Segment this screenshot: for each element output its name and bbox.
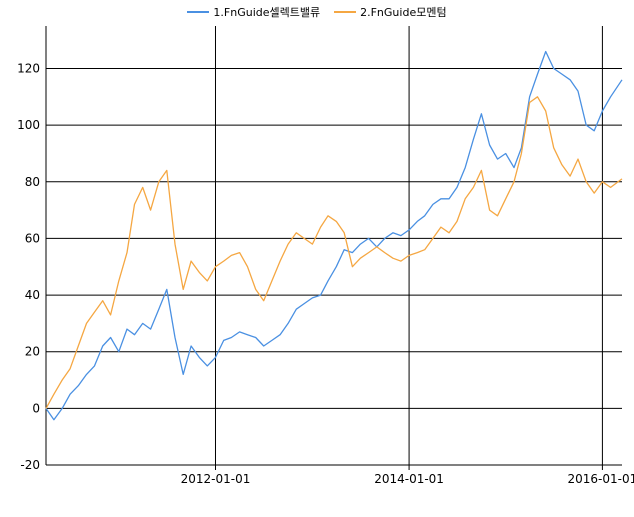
legend-swatch-series-1 bbox=[187, 11, 210, 13]
y-tick-label: 0 bbox=[32, 401, 40, 415]
legend-item-series-2: 2.FnGuide모멘텀 bbox=[334, 4, 447, 20]
x-tick-label: 2016-01-01 bbox=[568, 472, 634, 486]
legend-swatch-series-2 bbox=[334, 11, 357, 13]
x-tick-label: 2014-01-01 bbox=[374, 472, 444, 486]
legend-item-series-1: 1.FnGuide셀렉트밸류 bbox=[187, 4, 320, 20]
y-tick-label: 20 bbox=[25, 345, 40, 359]
y-tick-label: 40 bbox=[25, 288, 40, 302]
y-tick-label: 120 bbox=[17, 61, 40, 75]
legend-label-series-2: 2.FnGuide모멘텀 bbox=[360, 6, 447, 19]
chart-legend: 1.FnGuide셀렉트밸류 2.FnGuide모멘텀 bbox=[0, 4, 634, 20]
y-tick-label: 80 bbox=[25, 175, 40, 189]
x-tick-label: 2012-01-01 bbox=[181, 472, 251, 486]
series-line-1 bbox=[45, 50, 623, 421]
y-tick-label: 60 bbox=[25, 231, 40, 245]
legend-label-series-1: 1.FnGuide셀렉트밸류 bbox=[213, 6, 321, 19]
series-line-2 bbox=[45, 96, 623, 409]
y-tick-label: 100 bbox=[17, 118, 40, 132]
y-tick-label: -20 bbox=[20, 458, 40, 472]
